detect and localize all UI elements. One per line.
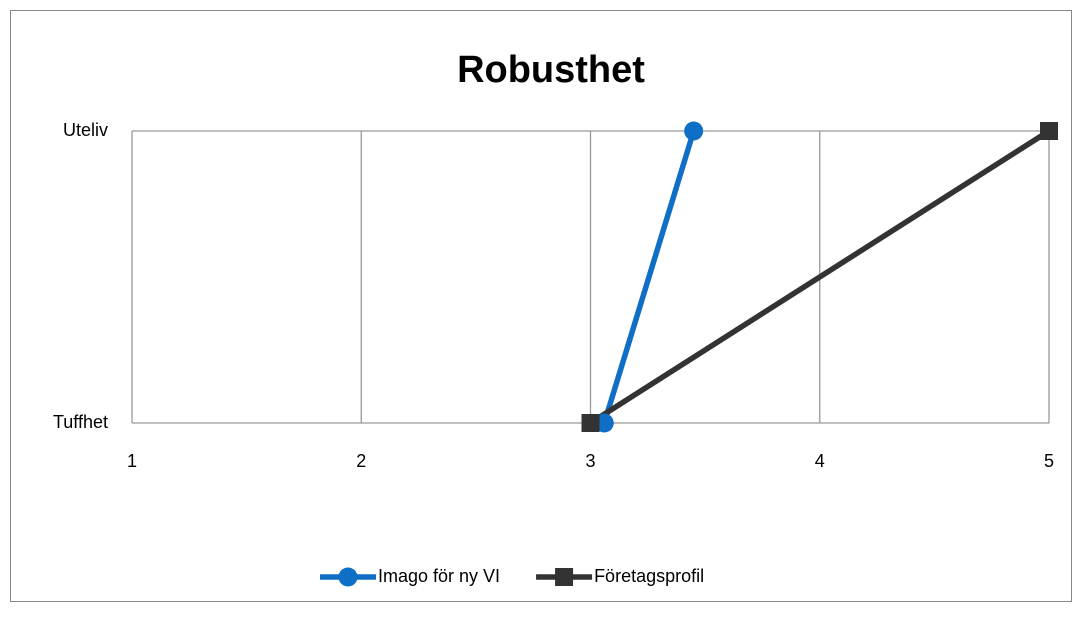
legend-label: Imago för ny VI [378,566,500,586]
point-marker [684,121,704,141]
x-tick-label: 4 [815,451,825,471]
x-tick-label: 3 [585,451,595,471]
chart-title: Robusthet [457,49,645,91]
legend-marker [555,568,574,586]
chart-border [10,10,1072,602]
series-line [601,130,697,424]
x-tick-label: 5 [1044,451,1054,471]
y-tick-label: Uteliv [63,120,108,140]
series-line [589,128,1051,426]
legend-label: Företagsprofil [594,566,704,586]
point-marker [1040,122,1058,140]
y-tick-label: Tuffhet [53,412,108,432]
x-tick-label: 2 [356,451,366,471]
x-tick-label: 1 [127,451,137,471]
point-marker [581,414,600,432]
legend-marker [338,567,358,587]
point-marker [594,413,614,433]
